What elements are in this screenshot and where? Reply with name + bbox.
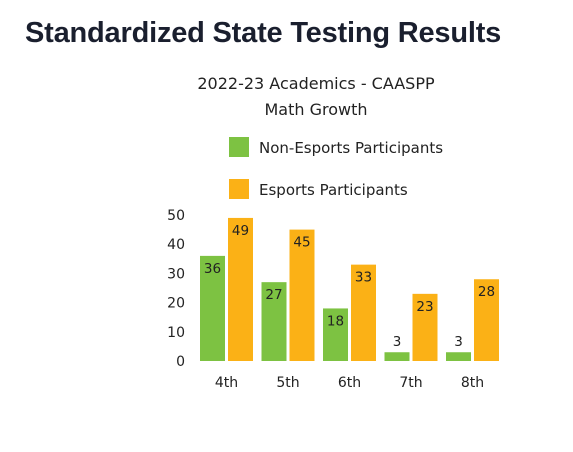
bar-non-esports [261,282,287,361]
data-label: 36 [204,261,221,277]
page-title: Standardized State Testing Results [25,17,502,49]
bar-esports [474,279,499,361]
data-label: 18 [327,313,344,329]
data-label: 45 [293,235,310,251]
bar-non-esports [200,255,225,361]
y-tick-label: 50 [167,208,185,224]
y-axis: 50 40 30 20 10 0 [167,208,185,370]
data-label: 33 [355,270,372,286]
bar-non-esports [323,308,348,361]
bar-non-esports [384,352,410,361]
y-tick-label: 20 [167,296,185,312]
data-label: 27 [265,287,282,303]
legend-label-esports: Esports Participants [259,181,408,199]
bar-non-esports [446,352,471,361]
x-axis: 4th 5th 6th 7th 8th [215,375,484,391]
x-tick-label: 6th [338,375,361,391]
bar-esports [228,217,253,361]
data-label: 3 [393,334,402,350]
legend-swatch-non-esports [229,137,249,157]
y-tick-label: 40 [167,237,185,253]
data-label: 49 [232,223,249,239]
legend-label-non-esports: Non-Esports Participants [259,139,443,157]
y-tick-label: 0 [176,354,185,370]
chart-title-line-2: Math Growth [264,100,367,119]
data-label: 23 [416,299,433,315]
bar-esports [289,229,315,361]
x-tick-label: 7th [399,375,422,391]
data-label: 3 [454,334,463,350]
chart-title-line-1: 2022-23 Academics - CAASPP [197,74,435,93]
bar-esports [412,293,438,361]
y-tick-label: 10 [167,325,185,341]
data-label: 28 [478,284,495,300]
y-tick-label: 30 [167,266,185,282]
legend-swatch-esports [229,179,249,199]
x-tick-label: 4th [215,375,238,391]
x-tick-label: 5th [276,375,299,391]
bar-esports [351,264,376,361]
x-tick-label: 8th [461,375,484,391]
